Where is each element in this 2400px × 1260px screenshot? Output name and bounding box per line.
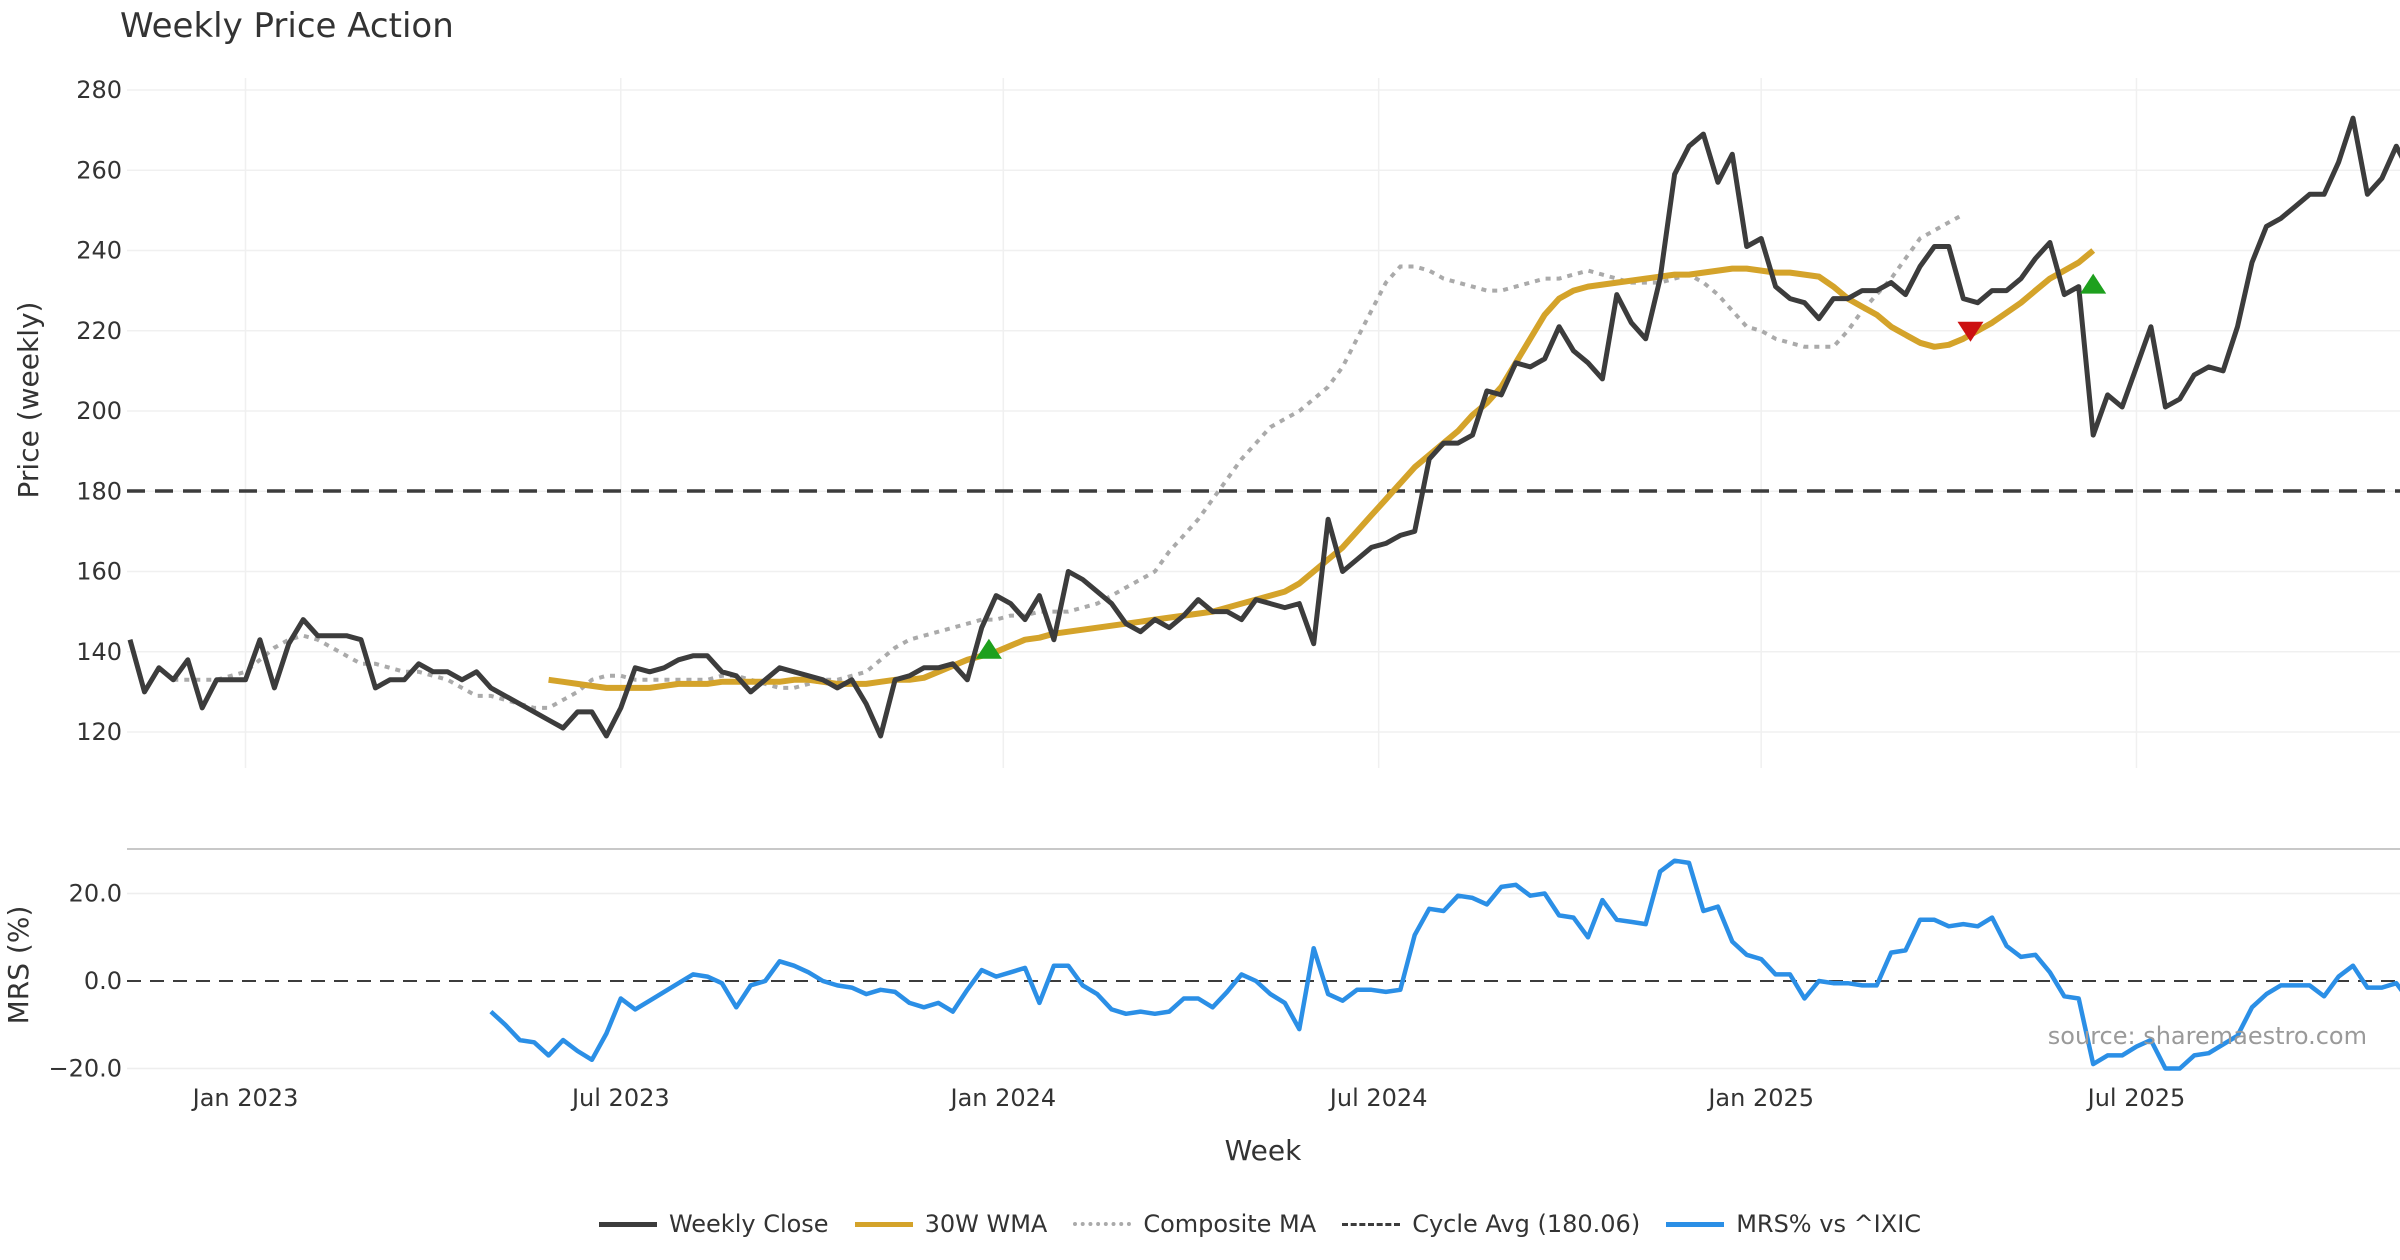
- legend-cycle-avg-label: Cycle Avg (180.06): [1412, 1210, 1641, 1238]
- mrs-y-tick-label: 20.0: [69, 880, 122, 908]
- mrs-y-ticks: 20.0 0.0 −20.0: [48, 880, 122, 1083]
- legend-30w-wma-label: 30W WMA: [924, 1210, 1048, 1238]
- legend-cycle-avg-swatch: [1342, 1222, 1401, 1226]
- chart-legend: Weekly Close 30W WMA Composite MA Cycle …: [0, 1210, 2400, 1238]
- buy-signal-marker: [975, 638, 1002, 659]
- sell-signal-marker: [1957, 321, 1984, 342]
- price-y-tick-label: 160: [76, 558, 122, 586]
- chart-title: Weekly Price Action: [120, 6, 454, 46]
- price-y-tick-label: 140: [76, 638, 122, 666]
- legend-mrs-swatch: [1666, 1221, 1725, 1227]
- mrs-gridlines: [127, 892, 2400, 1070]
- legend-composite-ma-swatch: [1073, 1222, 1132, 1226]
- source-credit: source: sharemaestro.com: [2048, 1022, 2367, 1050]
- legend-weekly-close: Weekly Close: [598, 1210, 829, 1238]
- legend-mrs: MRS% vs ^IXIC: [1666, 1210, 1921, 1238]
- price-y-tick-label: 200: [76, 397, 122, 425]
- signal-markers: [975, 273, 2107, 659]
- weekly-price-chart: 120 140 160 180 200 220 240 260 280 Price (weekl…: [2, 76, 2400, 1167]
- composite-ma-line: [173, 212, 1965, 710]
- weekly-close-line: [127, 115, 2400, 739]
- mrs-y-tick-label: 0.0: [84, 967, 122, 995]
- legend-weekly-close-swatch: [598, 1221, 657, 1227]
- price-y-tick-label: 180: [76, 477, 122, 505]
- legend-30w-wma: 30W WMA: [854, 1210, 1048, 1238]
- x-tick-label: Jul 2023: [570, 1084, 670, 1112]
- legend-composite-ma: Composite MA: [1073, 1210, 1316, 1238]
- mrs-y-tick-label: −20.0: [48, 1055, 122, 1083]
- price-y-tick-label: 120: [76, 718, 122, 746]
- price-y-tick-label: 260: [76, 156, 122, 184]
- price-y-tick-label: 240: [76, 237, 122, 265]
- x-axis-label: Week: [1225, 1134, 1302, 1167]
- x-axis-ticks: Jan 2023 Jul 2023 Jan 2024 Jul 2024 Jan 2025…: [191, 1084, 2186, 1112]
- mrs-y-axis-label: MRS (%): [2, 906, 35, 1025]
- price-gridlines: [127, 78, 2400, 768]
- mrs-line: [489, 858, 2400, 1071]
- price-y-axis-label: Price (weekly): [12, 302, 45, 499]
- price-y-ticks: 120 140 160 180 200 220 240 260 280: [76, 76, 122, 746]
- price-y-tick-label: 220: [76, 317, 122, 345]
- legend-composite-ma-label: Composite MA: [1143, 1210, 1317, 1238]
- price-series-lines: [127, 115, 2400, 739]
- legend-30w-wma-swatch: [854, 1221, 913, 1227]
- legend-cycle-avg: Cycle Avg (180.06): [1342, 1210, 1640, 1238]
- legend-weekly-close-label: Weekly Close: [668, 1210, 829, 1238]
- legend-mrs-label: MRS% vs ^IXIC: [1736, 1210, 1922, 1238]
- price-y-tick-label: 280: [76, 76, 122, 104]
- buy-signal-marker: [2080, 273, 2107, 294]
- x-tick-label: Jan 2025: [1706, 1084, 1814, 1112]
- x-tick-label: Jul 2025: [2086, 1084, 2186, 1112]
- x-tick-label: Jan 2023: [191, 1084, 299, 1112]
- x-tick-label: Jul 2024: [1328, 1084, 1428, 1112]
- wma-30w-line: [548, 248, 2096, 691]
- x-tick-label: Jan 2024: [948, 1084, 1056, 1112]
- mrs-series-lines: [489, 858, 2400, 1071]
